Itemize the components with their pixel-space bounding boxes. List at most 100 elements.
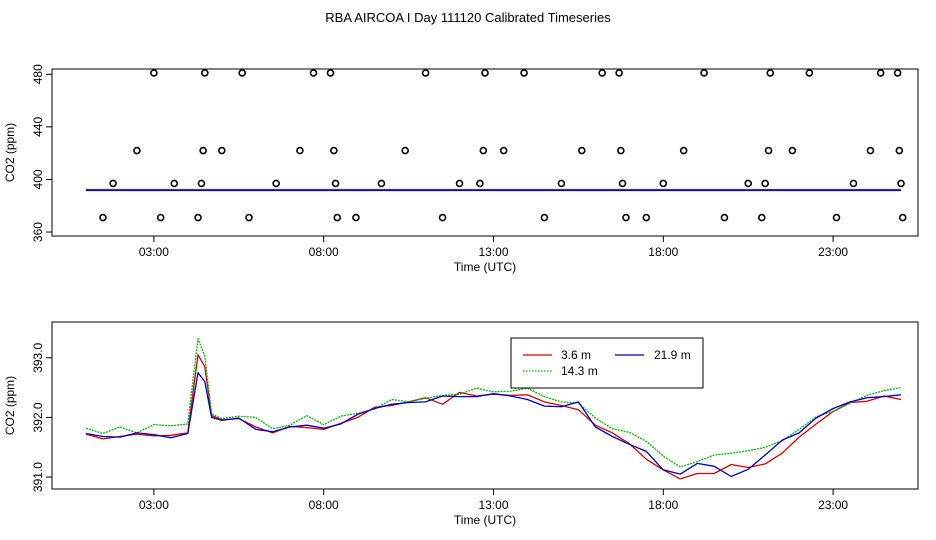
top-data-point — [805, 69, 814, 77]
legend-label-21-9m: 21.9 m — [654, 348, 691, 362]
top-data-point — [170, 179, 179, 188]
bottom-series-lines — [85, 338, 902, 480]
bottom-x-tick-label: 18:00 — [648, 498, 678, 512]
top-y-tick-label: 360 — [31, 222, 45, 242]
top-data-point — [876, 69, 885, 77]
top-data-point — [540, 213, 549, 222]
top-data-point — [272, 179, 280, 188]
bottom-x-tick-label: 03:00 — [139, 498, 169, 512]
top-data-point — [642, 213, 651, 222]
top-x-tick-label: 13:00 — [478, 245, 508, 259]
top-data-point — [617, 146, 625, 155]
bottom-plot-frame — [51, 321, 919, 490]
top-data-point — [352, 213, 360, 222]
top-data-point — [499, 146, 508, 155]
top-panel: 03:00 08:00 13:00 18:00 23:00 360 400 440 480 T… — [3, 64, 919, 274]
bottom-x-tick-label: 23:00 — [818, 498, 848, 512]
top-data-point — [520, 69, 528, 77]
top-data-point — [109, 179, 117, 188]
top-plot-frame — [51, 68, 919, 237]
top-data-point — [326, 69, 335, 77]
bottom-y-tick-label: 393.0 — [31, 342, 45, 372]
bottom-x-axis-label: Time (UTC) — [454, 513, 516, 527]
top-data-point — [832, 213, 841, 222]
bottom-x-axis: 03:00 08:00 13:00 18:00 23:00 — [139, 489, 848, 512]
top-data-point — [218, 146, 226, 155]
top-data-point — [194, 213, 202, 222]
top-x-tick-label: 08:00 — [309, 245, 339, 259]
bottom-x-tick-label: 08:00 — [309, 498, 339, 512]
top-data-point — [622, 213, 630, 222]
top-data-point — [557, 179, 566, 188]
top-data-point — [99, 213, 107, 222]
top-data-point — [481, 69, 489, 77]
series-line-3-6-m — [85, 354, 902, 480]
top-data-point — [898, 213, 907, 222]
top-data-point — [849, 179, 858, 188]
top-data-point — [309, 69, 318, 77]
top-scatter-points — [99, 69, 907, 222]
top-data-point — [133, 146, 141, 155]
top-data-point — [893, 69, 902, 77]
chart-title: RBA AIRCOA I Day 111120 Calibrated Times… — [325, 10, 611, 25]
bottom-panel: 03:00 08:00 13:00 18:00 23:00 391.0 392.0 393.… — [3, 321, 919, 527]
top-data-point — [757, 213, 766, 222]
top-data-point — [333, 213, 342, 222]
top-data-point — [455, 179, 464, 188]
top-data-point — [679, 146, 688, 155]
top-data-point — [897, 179, 905, 188]
top-x-tick-label: 18:00 — [648, 245, 678, 259]
top-data-point — [245, 213, 253, 222]
top-y-axis: 360 400 440 480 — [31, 64, 52, 242]
top-data-point — [700, 69, 708, 77]
top-data-point — [479, 146, 488, 155]
top-data-point — [438, 213, 447, 222]
top-x-axis: 03:00 08:00 13:00 18:00 23:00 — [139, 236, 848, 259]
bottom-y-tick-label: 392.0 — [31, 402, 45, 432]
bottom-y-tick-label: 391.0 — [31, 462, 45, 492]
top-data-point — [598, 69, 606, 77]
top-x-axis-label: Time (UTC) — [454, 260, 516, 274]
top-data-point — [866, 146, 875, 155]
top-data-point — [476, 179, 484, 188]
series-line-21-9-m — [85, 372, 902, 478]
legend-label-3-6m: 3.6 m — [561, 348, 591, 362]
bottom-y-axis-label: CO2 (ppm) — [3, 376, 17, 435]
top-data-point — [330, 146, 338, 155]
top-data-point — [618, 179, 627, 188]
top-data-point — [296, 146, 304, 155]
top-data-point — [744, 179, 752, 188]
bottom-y-axis: 391.0 392.0 393.0 — [31, 342, 52, 492]
top-x-tick-label: 03:00 — [139, 245, 169, 259]
top-data-point — [331, 179, 340, 188]
top-data-point — [150, 69, 158, 77]
top-data-point — [401, 146, 409, 155]
top-data-point — [659, 179, 668, 188]
legend-label-14-3m: 14.3 m — [561, 364, 598, 378]
top-data-point — [421, 69, 430, 77]
legend-box — [510, 337, 704, 389]
legend: 3.6 m 21.9 m 14.3 m — [510, 337, 704, 389]
top-y-tick-label: 480 — [31, 64, 45, 84]
top-data-point — [577, 146, 586, 155]
bottom-x-tick-label: 13:00 — [478, 498, 508, 512]
top-y-axis-label: CO2 (ppm) — [3, 123, 17, 182]
top-data-point — [766, 69, 775, 77]
top-data-point — [377, 179, 386, 188]
top-y-tick-label: 440 — [31, 117, 45, 137]
top-data-point — [788, 146, 797, 155]
top-x-tick-label: 23:00 — [818, 245, 848, 259]
top-data-point — [615, 69, 623, 77]
top-data-point — [720, 213, 729, 222]
top-y-tick-label: 400 — [31, 169, 45, 189]
top-data-point — [199, 146, 207, 155]
top-data-point — [764, 146, 773, 155]
top-data-point — [895, 146, 904, 155]
top-data-point — [201, 69, 209, 77]
top-data-point — [238, 69, 246, 77]
top-data-point — [761, 179, 769, 188]
top-series-lines — [85, 188, 902, 192]
top-data-point — [156, 213, 165, 222]
top-data-point — [197, 179, 206, 188]
